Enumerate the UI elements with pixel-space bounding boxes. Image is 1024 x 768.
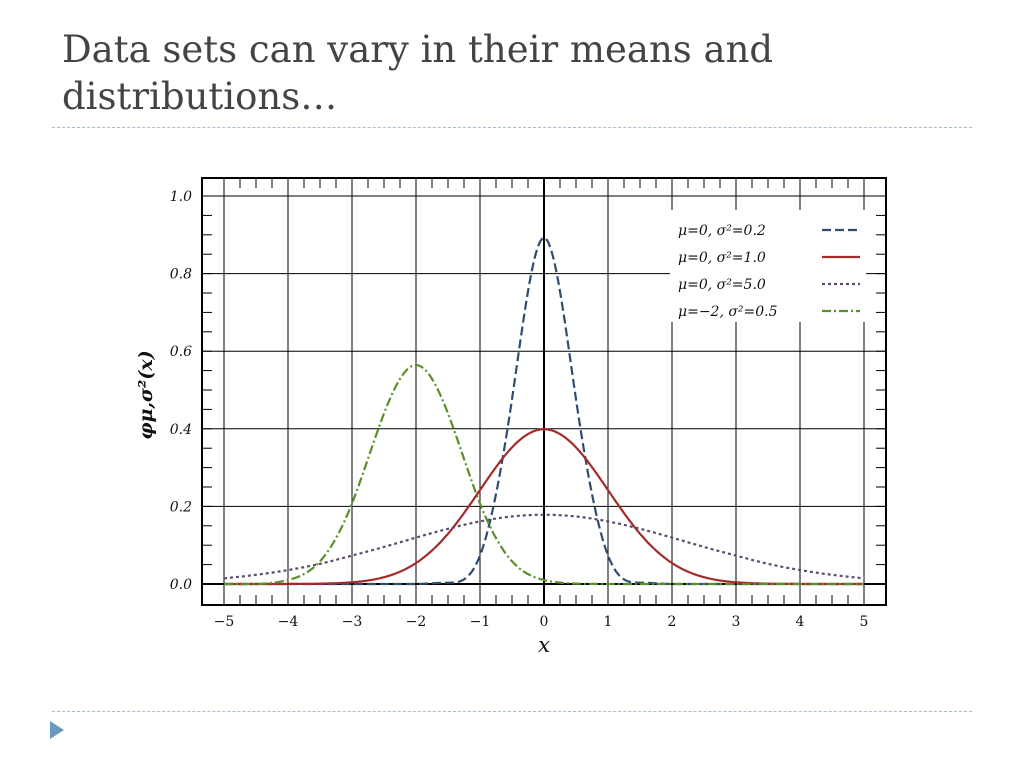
legend-label: μ=0, σ²=1.0 [678, 250, 766, 266]
x-tick-label: 4 [796, 614, 805, 630]
x-tick-label: 5 [860, 614, 869, 630]
y-tick-label: 0.8 [170, 267, 192, 283]
x-tick-label: 0 [540, 614, 549, 630]
title-divider [52, 127, 972, 128]
x-tick-label: −5 [214, 614, 235, 630]
series-lines [223, 236, 865, 586]
bullet-arrow-icon [50, 721, 64, 739]
x-tick-label: 1 [604, 614, 613, 630]
x-tick-label: −1 [470, 614, 491, 630]
y-tick-label: 0.0 [170, 577, 192, 593]
slide-title: Data sets can vary in their means and di… [62, 28, 774, 118]
series-line-4 [224, 364, 864, 586]
legend-label: μ=0, σ²=0.2 [678, 223, 766, 239]
legend-label: μ=0, σ²=5.0 [678, 277, 766, 293]
x-axis-label: x [538, 633, 550, 657]
x-tick-label: −3 [342, 614, 363, 630]
y-tick-label: 1.0 [170, 189, 192, 205]
legend: μ=0, σ²=0.2 μ=0, σ²=1.0 μ=0, σ²=5.0 μ=−2, σ… [670, 210, 866, 322]
y-tick-label: 0.2 [170, 499, 192, 515]
x-tick-label: 2 [668, 614, 677, 630]
x-tick-label: 3 [732, 614, 741, 630]
y-axis-label: φμ,σ²(x) [135, 350, 157, 439]
series-line-3 [223, 513, 865, 580]
footer-divider [52, 711, 972, 712]
plot-frame [201, 177, 887, 606]
y-tick-label: 0.4 [170, 422, 192, 438]
tick-labels: −5 −4 −3 −2 −1 0 1 2 3 4 5 0.0 0.2 0.4 0.6 0.8 1.0 [170, 189, 869, 630]
x-tick-label: −4 [278, 614, 299, 630]
y-tick-label: 0.6 [170, 344, 192, 360]
series-line-2 [224, 428, 864, 586]
legend-box [670, 210, 866, 322]
legend-label: μ=−2, σ²=0.5 [678, 304, 778, 320]
x-tick-label: −2 [406, 614, 427, 630]
